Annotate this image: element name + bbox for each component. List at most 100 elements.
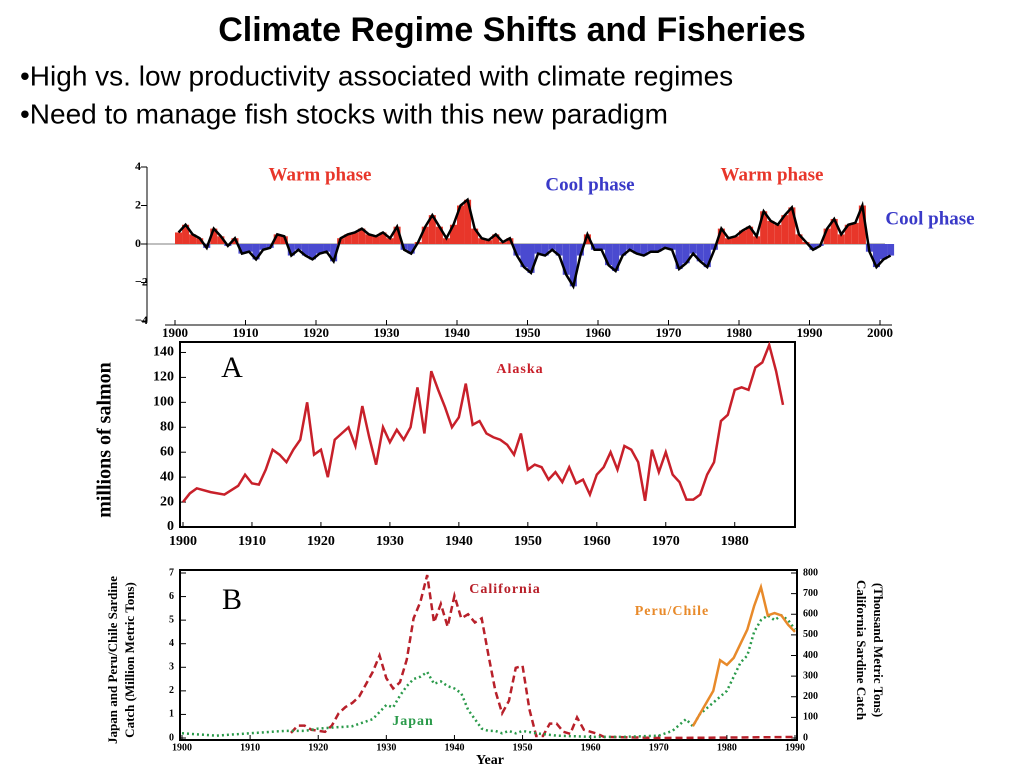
bar xyxy=(175,232,183,244)
bar xyxy=(189,234,197,244)
bar xyxy=(887,244,895,256)
y-axis-label: millions of salmon xyxy=(94,362,116,518)
y-tick-label: −2 xyxy=(135,274,148,288)
bar xyxy=(259,244,267,250)
bar xyxy=(703,244,711,268)
series-label: Japan xyxy=(392,714,434,729)
x-tick-label: 1950 xyxy=(513,742,533,753)
x-tick-label: 1930 xyxy=(376,742,396,753)
y-tick-label: 120 xyxy=(153,370,174,385)
bar xyxy=(330,244,338,262)
bar xyxy=(548,244,556,250)
bar xyxy=(682,244,690,264)
bar xyxy=(661,244,669,248)
bullet: •High vs. low productivity associated wi… xyxy=(20,60,733,91)
bar xyxy=(301,244,309,256)
bar xyxy=(372,236,380,244)
bar xyxy=(196,238,204,244)
bar xyxy=(351,232,359,244)
bar xyxy=(393,226,401,244)
y2-tick-label: 800 xyxy=(803,567,818,578)
bar xyxy=(746,226,754,244)
bar xyxy=(457,205,465,244)
x-tick-label: 1960 xyxy=(585,325,611,340)
bar xyxy=(421,226,429,244)
bar xyxy=(217,236,225,244)
y-tick-label: 7 xyxy=(169,567,174,578)
x-tick-label: 2000 xyxy=(867,325,893,340)
bar xyxy=(365,234,373,244)
bar xyxy=(182,224,190,244)
series-line xyxy=(691,582,796,727)
y-tick-label: 5 xyxy=(169,614,174,625)
bar xyxy=(435,226,443,244)
bar xyxy=(344,234,352,244)
x-tick-label: 1970 xyxy=(652,534,680,549)
bar xyxy=(492,234,500,244)
bar xyxy=(605,244,613,266)
annotation: Cool phase xyxy=(885,208,974,229)
series-line xyxy=(290,574,796,740)
bar xyxy=(210,228,218,244)
x-tick-label: 1980 xyxy=(717,742,737,753)
y2-tick-label: 0 xyxy=(803,732,808,743)
bar xyxy=(872,244,880,268)
y-tick-label: 1 xyxy=(169,709,174,720)
y-tick-label: 40 xyxy=(160,469,174,484)
x-tick-label: 1930 xyxy=(376,534,404,549)
bar xyxy=(287,244,295,256)
y-tick-label: 20 xyxy=(160,494,174,509)
bar xyxy=(696,244,704,262)
y2-axis-label: California Sardine Catch xyxy=(854,580,869,721)
bar xyxy=(619,244,627,256)
series-line xyxy=(181,613,797,739)
series-label: Peru/Chile xyxy=(635,604,710,619)
bar xyxy=(478,238,486,244)
bar xyxy=(442,238,450,244)
x-tick-label: 1990 xyxy=(785,742,805,753)
bar xyxy=(358,228,366,244)
bar xyxy=(774,224,782,244)
bar xyxy=(555,244,563,256)
bullet: •Need to manage fish stocks with this ne… xyxy=(20,98,668,129)
y-tick-label: 6 xyxy=(169,591,174,602)
y-axis-label: Catch (Million Metric Tons) xyxy=(122,582,137,738)
bar xyxy=(471,228,479,244)
bar xyxy=(485,240,493,244)
x-tick-label: 1960 xyxy=(583,534,611,549)
bar xyxy=(753,236,761,244)
x-tick-label: 1940 xyxy=(444,742,464,753)
bar xyxy=(308,244,316,260)
y2-tick-label: 100 xyxy=(803,712,818,723)
bar xyxy=(731,236,739,244)
annotation: Warm phase xyxy=(269,164,372,185)
slide-title: Climate Regime Shifts and Fisheries xyxy=(218,11,806,49)
bar xyxy=(626,244,634,250)
x-tick-label: 1950 xyxy=(515,325,541,340)
bar xyxy=(527,244,535,273)
bar xyxy=(640,244,648,256)
y2-tick-label: 300 xyxy=(803,670,818,681)
bar xyxy=(238,244,246,254)
x-tick-label: 1970 xyxy=(656,325,682,340)
bar xyxy=(598,244,606,250)
bar xyxy=(569,244,577,287)
bar xyxy=(830,218,838,244)
x-tick-label: 1900 xyxy=(172,742,192,753)
y2-tick-label: 600 xyxy=(803,609,818,620)
bar xyxy=(675,244,683,270)
y2-tick-label: 500 xyxy=(803,629,818,640)
bar xyxy=(795,234,803,244)
bar xyxy=(880,244,888,260)
x-tick-label: 1900 xyxy=(169,534,197,549)
bar xyxy=(449,224,457,244)
series-label: Alaska xyxy=(496,362,543,377)
x-tick-label: 1920 xyxy=(303,325,329,340)
bar xyxy=(809,244,817,250)
y-tick-label: 60 xyxy=(160,444,174,459)
x-tick-label: 1940 xyxy=(444,325,470,340)
bar xyxy=(689,244,697,254)
bar xyxy=(386,238,394,244)
annotation: Cool phase xyxy=(545,174,634,195)
